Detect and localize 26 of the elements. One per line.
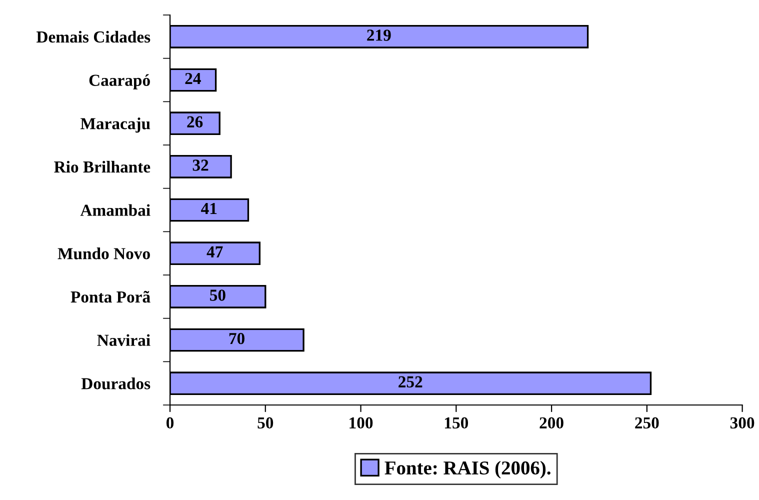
- data-label: 50: [210, 290, 226, 301]
- y-tick-label: Maracaju: [80, 118, 150, 133]
- y-tick-label: Ponta Porã: [70, 290, 150, 303]
- data-label: 252: [398, 376, 422, 388]
- data-label: 41: [201, 203, 217, 214]
- y-tick-label: Mundo Novo: [58, 248, 150, 260]
- y-tick-label: Demais Cidades: [36, 30, 150, 43]
- x-tick-label: 0: [166, 417, 174, 429]
- y-tick-label: Caarapó: [89, 74, 150, 90]
- x-tick-label: 250: [635, 417, 659, 429]
- data-label: 24: [185, 72, 201, 84]
- x-tick-label: 50: [258, 417, 274, 429]
- x-tick-label: 300: [730, 417, 754, 429]
- data-label: 70: [229, 332, 244, 344]
- data-label: 47: [206, 246, 223, 258]
- legend-label: Fonte: RAIS (2006).: [384, 460, 550, 478]
- y-tick-label: Navirai: [97, 334, 150, 346]
- x-tick-label: 100: [350, 417, 373, 429]
- x-tick-label: 150: [444, 417, 468, 429]
- data-label: 26: [187, 116, 203, 128]
- y-tick-label: Rio Brilhante: [54, 160, 150, 173]
- y-tick-label: Amambai: [80, 204, 150, 216]
- data-label: 219: [367, 30, 391, 41]
- y-tick-label: Dourados: [81, 378, 150, 390]
- x-tick-label: 200: [540, 417, 564, 429]
- data-label: 32: [192, 160, 208, 171]
